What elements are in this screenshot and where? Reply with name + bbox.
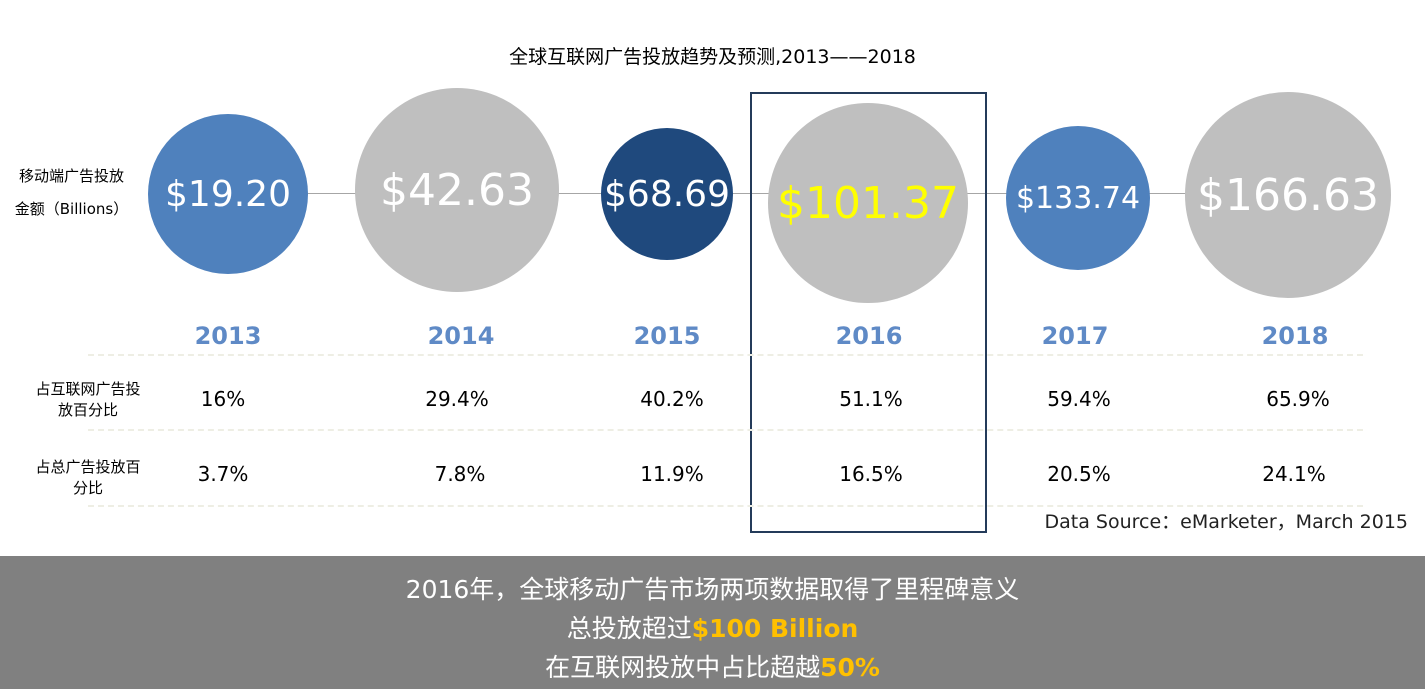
table-cell: 29.4%	[425, 387, 489, 411]
y-label-line2: 金额（Billions）	[14, 200, 129, 218]
year-label-2013: 2013	[194, 322, 262, 350]
y-axis-label: 移动端广告投放 金额（Billions）	[4, 160, 139, 226]
bubble-value-label: $42.63	[380, 164, 534, 216]
table-cell: 59.4%	[1047, 387, 1111, 411]
divider	[88, 429, 1363, 431]
table-cell: 20.5%	[1047, 462, 1111, 486]
table-cell: 16.5%	[839, 462, 903, 486]
bubble-2015: $68.69	[601, 128, 733, 260]
summary-highlight: 50%	[820, 653, 880, 682]
table-cell: 24.1%	[1262, 462, 1326, 486]
bubble-value-label: $133.74	[1015, 180, 1141, 216]
year-label-2014: 2014	[427, 322, 495, 350]
table-cell: 40.2%	[640, 387, 704, 411]
year-label-2017: 2017	[1041, 322, 1109, 350]
chart-title: 全球互联网广告投放趋势及预测,2013——2018	[509, 46, 916, 68]
bubble-value-label: $101.37	[777, 177, 959, 229]
table-cell: 65.9%	[1266, 387, 1330, 411]
divider	[88, 505, 1363, 507]
data-source: Data Source：eMarketer，March 2015	[1044, 511, 1408, 533]
year-label-2018: 2018	[1261, 322, 1329, 350]
year-label-2016: 2016	[835, 322, 903, 350]
bubble-2014: $42.63	[355, 88, 559, 292]
bubble-value-label: $166.63	[1197, 169, 1379, 221]
bubble-2018: $166.63	[1185, 92, 1391, 298]
row-label-internet-share: 占互联网广告投 放百分比	[18, 379, 158, 421]
table-cell: 11.9%	[640, 462, 704, 486]
row-label-line: 放百分比	[57, 401, 118, 419]
year-label-2015: 2015	[633, 322, 701, 350]
bubble-value-label: $68.69	[604, 173, 730, 215]
row-label-line: 占总广告投放百	[35, 458, 141, 476]
bubble-2013: $19.20	[148, 114, 308, 274]
summary-text: 总投放超过	[566, 614, 692, 643]
summary-line3: 在互联网投放中占比超越50%	[0, 648, 1425, 687]
divider	[88, 354, 1363, 356]
table-cell: 51.1%	[839, 387, 903, 411]
table-cell: 16%	[200, 387, 246, 411]
summary-line1: 2016年，全球移动广告市场两项数据取得了里程碑意义	[405, 575, 1020, 604]
table-cell: 3.7%	[197, 462, 249, 486]
bubble-2017: $133.74	[1006, 126, 1150, 270]
row-label-line: 占互联网广告投	[35, 380, 141, 398]
row-label-line: 分比	[72, 479, 103, 497]
summary-banner: 2016年，全球移动广告市场两项数据取得了里程碑意义 总投放超过$100 Bil…	[0, 556, 1425, 689]
row-label-total-share: 占总广告投放百 分比	[18, 457, 158, 499]
connector-line	[228, 193, 1288, 194]
summary-highlight: $100 Billion	[691, 614, 859, 643]
summary-text: 在互联网投放中占比超越	[545, 653, 821, 682]
table-cell: 7.8%	[434, 462, 486, 486]
y-label-line1: 移动端广告投放	[18, 167, 124, 185]
highlight-box-2016	[750, 92, 987, 533]
summary-line2: 总投放超过$100 Billion	[0, 609, 1425, 648]
bubble-2016: $101.37	[768, 103, 968, 303]
bubble-value-label: $19.20	[165, 173, 291, 215]
